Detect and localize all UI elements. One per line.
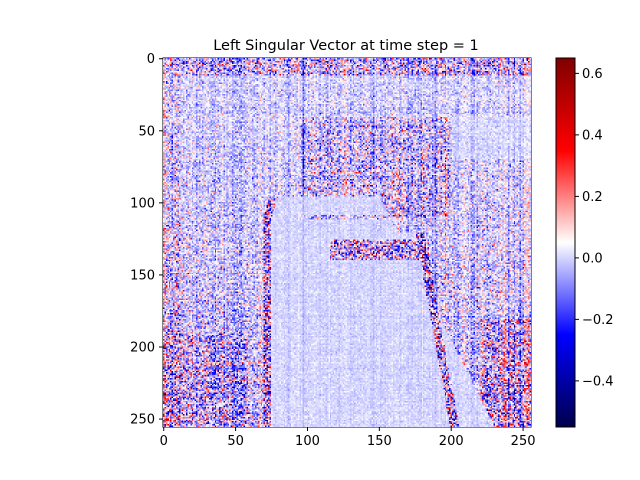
x-tick-label: 0 [160, 434, 168, 449]
y-axis: 0 50 100 150 200 250 [130, 52, 163, 428]
colorbar-tick-label: 0.4 [582, 128, 603, 143]
x-axis: 0 50 100 150 200 250 [160, 427, 536, 449]
y-tick-label: 0 [147, 52, 155, 67]
y-tick-label: 150 [130, 268, 155, 283]
x-tick-label: 100 [295, 434, 320, 449]
x-tick-label: 250 [511, 434, 536, 449]
colorbar-axis: −0.4 −0.2 0.0 0.2 0.4 0.6 [575, 67, 614, 389]
heatmap-image [163, 58, 531, 427]
colorbar [555, 57, 576, 428]
y-tick-label: 250 [130, 413, 155, 428]
colorbar-tick-label: 0.6 [582, 67, 603, 82]
colorbar-tick-label: 0.0 [582, 251, 603, 266]
x-tick-label: 150 [367, 434, 392, 449]
colorbar-tick-label: −0.4 [582, 374, 614, 389]
y-tick-label: 50 [138, 124, 155, 139]
x-tick-label: 200 [439, 434, 464, 449]
chart-title: Left Singular Vector at time step = 1 [213, 38, 479, 54]
x-tick-label: 50 [227, 434, 244, 449]
colorbar-tick-label: −0.2 [582, 313, 614, 328]
y-tick-label: 100 [130, 196, 155, 211]
colorbar-tick-label: 0.2 [582, 190, 603, 205]
y-tick-label: 200 [130, 341, 155, 356]
